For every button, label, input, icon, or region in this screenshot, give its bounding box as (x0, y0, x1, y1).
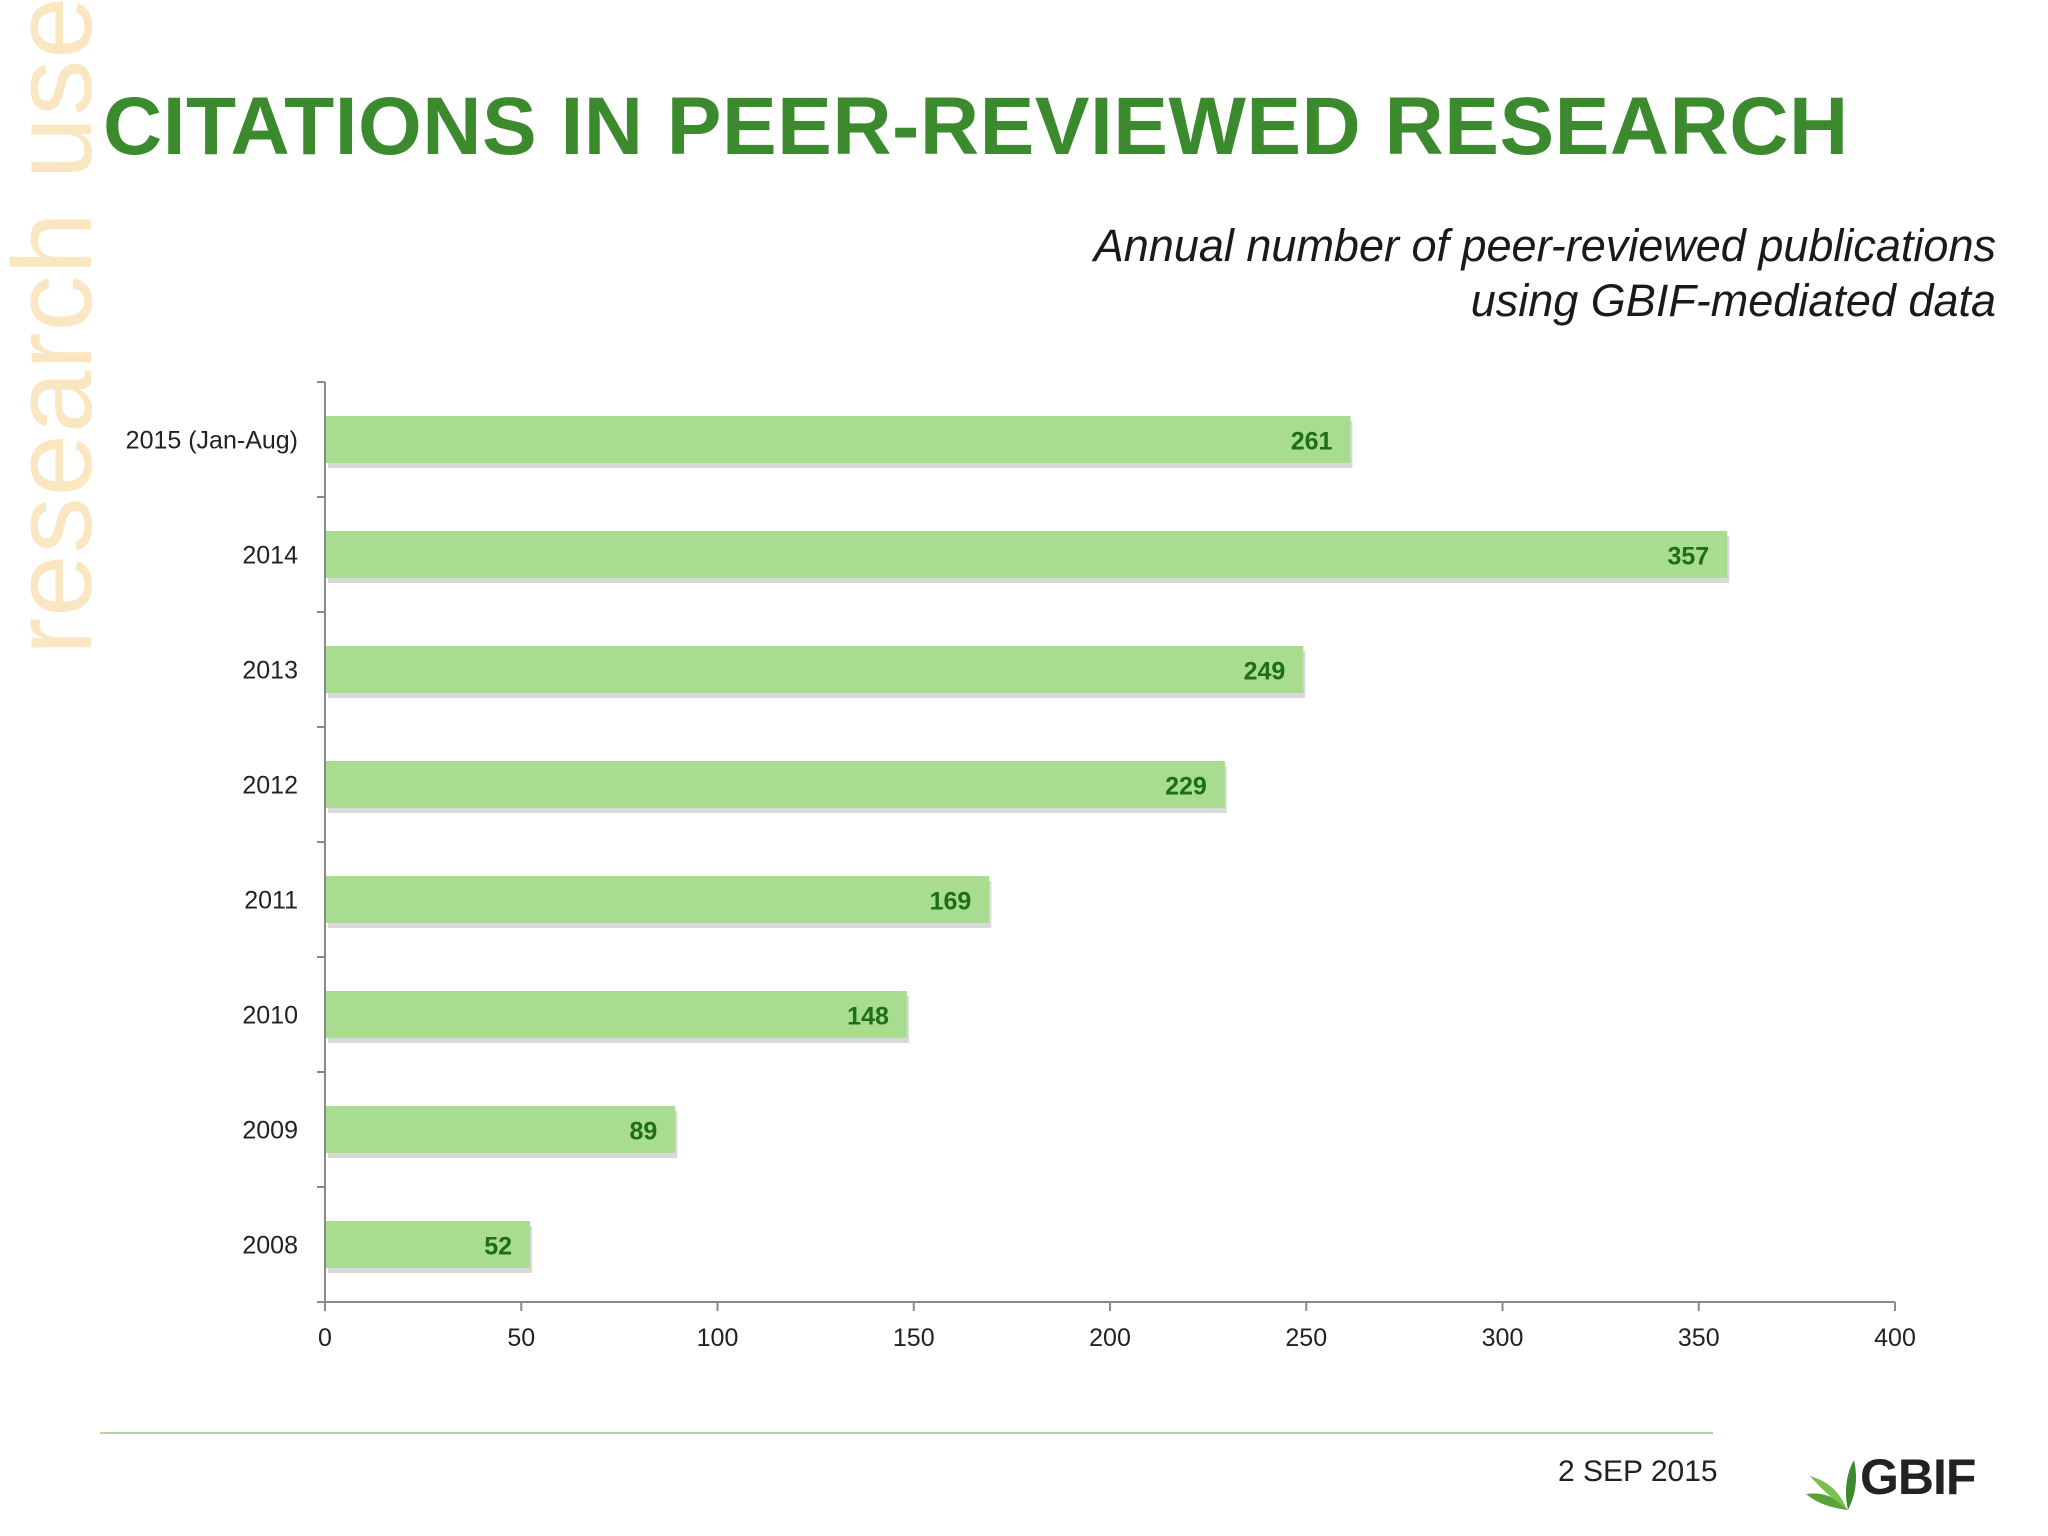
x-tick-label: 250 (1285, 1324, 1327, 1352)
bar (326, 416, 1351, 463)
category-label: 2012 (242, 772, 298, 800)
x-tick-label: 350 (1678, 1324, 1720, 1352)
bar-chart: 0 50 100 150 200 250 300 350 400 2015 (Jan-Aug) 26… (126, 381, 1916, 1353)
bar (326, 646, 1304, 693)
x-tick-label: 50 (507, 1324, 535, 1352)
bar (326, 761, 1225, 808)
chart-subtitle: Annual number of peer-reviewed publicati… (1094, 218, 1996, 328)
leaf-icon (1806, 1460, 1856, 1510)
category-label: 2008 (242, 1232, 298, 1260)
chart-labels: 0 50 100 150 200 250 300 350 400 2015 (Jan-Aug) 26… (126, 427, 1916, 1353)
subtitle-line-1: Annual number of peer-reviewed publicati… (1093, 220, 1996, 271)
x-tick-label: 300 (1482, 1324, 1524, 1352)
gbif-logo: GBIF (1788, 1430, 1976, 1520)
category-label: 2010 (242, 1002, 298, 1030)
x-tick-label: 150 (893, 1324, 935, 1352)
chart-bars (326, 416, 1730, 1273)
value-label: 357 (1668, 543, 1710, 571)
category-label: 2013 (242, 657, 298, 685)
bar (326, 991, 907, 1038)
x-tick-label: 100 (697, 1324, 739, 1352)
chart-axes (317, 381, 1896, 1311)
x-tick-label: 200 (1089, 1324, 1131, 1352)
value-label: 249 (1244, 658, 1286, 686)
value-label: 169 (930, 888, 972, 916)
logo-text: GBIF (1860, 1449, 1976, 1505)
value-label: 261 (1291, 428, 1333, 456)
footer-divider (100, 1432, 1713, 1434)
bar (326, 531, 1728, 578)
category-label: 2014 (242, 542, 298, 570)
bar (326, 1106, 676, 1153)
x-tick-label: 0 (318, 1324, 332, 1352)
value-label: 52 (484, 1233, 512, 1261)
footer-date: 2 SEP 2015 (1558, 1455, 1718, 1488)
value-label: 229 (1165, 773, 1207, 801)
x-tick-label: 400 (1874, 1324, 1916, 1352)
category-label: 2015 (Jan-Aug) (126, 427, 298, 455)
bar (326, 876, 990, 923)
category-label: 2009 (242, 1117, 298, 1145)
category-label: 2011 (244, 887, 298, 915)
page-title: CITATIONS IN PEER-REVIEWED RESEARCH (103, 81, 1849, 172)
subtitle-line-2: using GBIF-mediated data (1470, 275, 1996, 326)
bar (326, 1221, 531, 1268)
value-label: 89 (630, 1118, 658, 1146)
value-label: 148 (847, 1003, 889, 1031)
